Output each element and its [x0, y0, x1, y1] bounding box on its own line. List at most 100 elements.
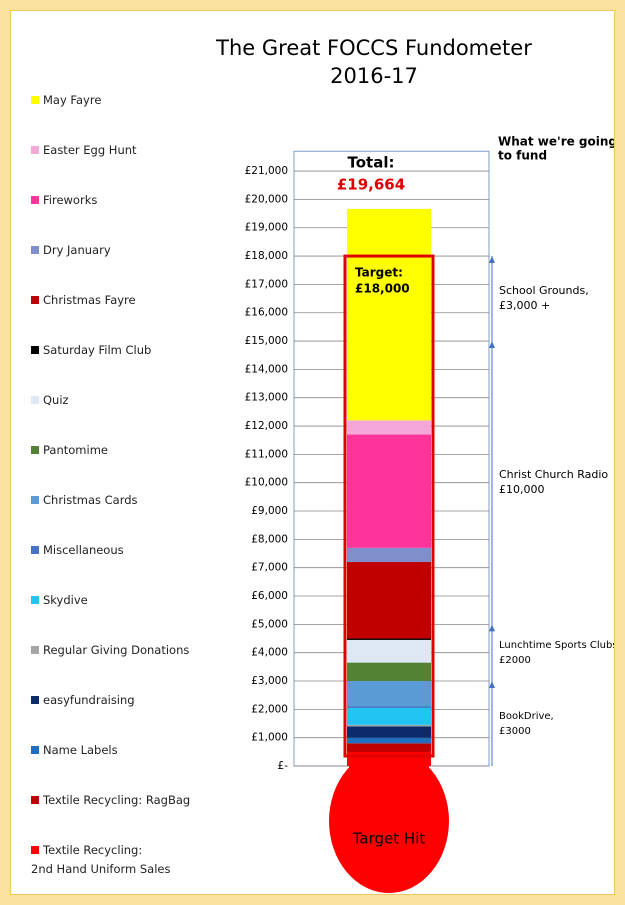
legend-label: Easter Egg Hunt: [43, 143, 137, 157]
legend-item: Textile Recycling: RagBag: [31, 791, 190, 810]
legend-label: Christmas Fayre: [43, 293, 136, 307]
target-label: Target:: [355, 266, 403, 280]
bar-segment: [347, 724, 431, 727]
legend-item: easyfundraising: [31, 691, 135, 710]
bar-segment: [347, 639, 431, 663]
legend-item: Name Labels: [31, 741, 118, 760]
y-tick-label: £4,000: [251, 647, 288, 659]
legend-swatch: [31, 396, 39, 404]
y-tick-label: £-: [278, 760, 289, 772]
y-tick-label: £12,000: [245, 420, 288, 432]
fund-arrow: [489, 256, 495, 264]
legend-label: Saturday Film Club: [43, 343, 152, 357]
y-tick-label: £1,000: [251, 732, 288, 744]
legend-label: Textile Recycling: 2nd Hand Uniform Sale…: [31, 843, 171, 876]
y-tick-label: £21,000: [245, 165, 288, 177]
bar-segment: [347, 707, 431, 725]
y-tick-label: £20,000: [245, 193, 288, 205]
fund-label: £10,000: [499, 483, 545, 496]
legend-swatch: [31, 796, 39, 804]
bar-segment: [347, 562, 431, 639]
legend-item: Regular Giving Donations: [31, 641, 189, 660]
funding-heading: to fund: [498, 149, 547, 163]
bar-segment: [347, 751, 431, 766]
legend-label: Regular Giving Donations: [43, 643, 190, 657]
fund-arrow: [489, 681, 495, 689]
legend-label: Textile Recycling: RagBag: [43, 793, 191, 807]
fund-label: £3000: [499, 726, 531, 737]
fund-label: Lunchtime Sports Clubs: [499, 640, 614, 651]
legend-swatch: [31, 746, 39, 754]
legend-swatch: [31, 846, 39, 854]
legend-swatch: [31, 646, 39, 654]
legend-label: May Fayre: [43, 93, 102, 107]
bar-segment: [347, 737, 431, 744]
legend-item: Fireworks: [31, 191, 97, 210]
legend-item: Pantomime: [31, 441, 108, 460]
legend-label: Dry January: [43, 243, 111, 257]
bar-segment: [347, 434, 431, 548]
chart-subtitle: 2016-17: [330, 64, 418, 88]
bar-segment: [347, 638, 431, 640]
target-value: £18,000: [355, 282, 410, 296]
y-tick-label: £11,000: [245, 448, 288, 460]
target-outline: [343, 254, 435, 758]
legend-label: Skydive: [43, 593, 88, 607]
y-tick-label: £15,000: [245, 335, 288, 347]
fund-label: £2000: [499, 655, 531, 666]
legend-item: Saturday Film Club: [31, 341, 151, 360]
fund-label: £3,000 +: [499, 299, 550, 312]
bar-segment: [347, 420, 431, 435]
bar-segment: [347, 662, 431, 682]
y-tick-label: £18,000: [245, 250, 288, 262]
bar-segment: [347, 726, 431, 738]
legend-swatch: [31, 246, 39, 254]
chart-title: The Great FOCCS Fundometer: [215, 36, 532, 60]
y-tick-label: £14,000: [245, 363, 288, 375]
bar-segment: [347, 208, 431, 421]
y-tick-label: £17,000: [245, 278, 288, 290]
y-tick-label: £8,000: [251, 533, 288, 545]
y-tick-label: £5,000: [251, 618, 288, 630]
legend-item: Christmas Fayre: [31, 291, 136, 310]
legend-swatch: [31, 296, 39, 304]
y-tick-label: £7,000: [251, 562, 288, 574]
total-value: £19,664: [337, 176, 405, 194]
panel: The Great FOCCS Fundometer 2016-17 £- £1,…: [10, 10, 615, 895]
legend-item: Miscellaneous: [31, 541, 124, 560]
y-tick-label: £6,000: [251, 590, 288, 602]
fund-label: School Grounds,: [499, 284, 589, 297]
legend-swatch: [31, 346, 39, 354]
y-tick-label: £9,000: [251, 505, 288, 517]
legend-label: Fireworks: [43, 193, 98, 207]
total-label: Total:: [348, 154, 395, 172]
legend-item: Easter Egg Hunt: [31, 141, 137, 160]
legend-item: Skydive: [31, 591, 88, 610]
y-tick-label: £2,000: [251, 703, 288, 715]
legend-label: easyfundraising: [43, 693, 135, 707]
legend-item: Dry January: [31, 241, 111, 260]
legend-label: Miscellaneous: [43, 543, 124, 557]
y-tick-label: £19,000: [245, 222, 288, 234]
y-tick-label: £10,000: [245, 477, 288, 489]
legend-swatch: [31, 546, 39, 554]
bar-segment: [347, 547, 431, 563]
legend-swatch: [31, 146, 39, 154]
legend-label: Name Labels: [43, 743, 118, 757]
legend-item: Quiz: [31, 391, 69, 410]
fund-arrow: [489, 624, 495, 632]
legend-label: Quiz: [43, 393, 69, 407]
bar-segment: [347, 743, 431, 752]
y-tick-label: £16,000: [245, 307, 288, 319]
legend-item: Christmas Cards: [31, 491, 138, 510]
y-tick-label: £13,000: [245, 392, 288, 404]
fund-label: BookDrive,: [499, 711, 554, 722]
chart: The Great FOCCS Fundometer 2016-17 £- £1,…: [215, 36, 614, 893]
legend-label: Pantomime: [43, 443, 108, 457]
fund-arrow: [489, 341, 495, 349]
legend-item: May Fayre: [31, 91, 101, 110]
bar-segment: [347, 681, 431, 707]
bar-segment: [347, 706, 431, 708]
legend-swatch: [31, 196, 39, 204]
legend-swatch: [31, 96, 39, 104]
